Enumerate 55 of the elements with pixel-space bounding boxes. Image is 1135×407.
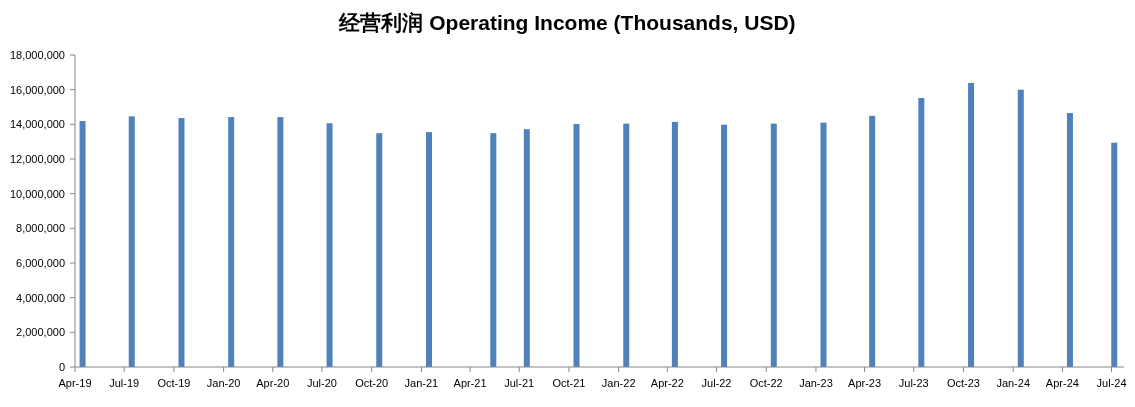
y-tick-label: 8,000,000 [16, 222, 65, 235]
bar [671, 121, 678, 367]
bar [623, 123, 630, 367]
x-tick-label: Jul-19 [109, 377, 140, 389]
bar [228, 117, 235, 367]
bar [573, 123, 580, 367]
y-tick-label: 18,000,000 [9, 49, 65, 61]
bar [376, 133, 383, 367]
bar [425, 132, 432, 367]
x-tick-label: Oct-22 [749, 377, 783, 389]
bar [178, 118, 185, 367]
x-tick-label: Oct-23 [946, 377, 980, 389]
x-tick-label: Jan-20 [206, 377, 241, 389]
y-tick-label: 14,000,000 [9, 118, 65, 131]
x-tick-label: Jul-20 [307, 377, 337, 389]
bar [523, 129, 530, 367]
bar [128, 116, 135, 367]
y-tick-label: 0 [58, 361, 65, 373]
x-tick-label: Oct-20 [355, 377, 389, 389]
x-tick-label: Jul-21 [504, 377, 535, 389]
bar [820, 122, 827, 367]
y-tick-label: 2,000,000 [16, 326, 65, 339]
bar [277, 117, 284, 367]
x-tick-label: Jan-21 [404, 377, 439, 389]
x-tick-label: Jan-24 [996, 377, 1031, 389]
x-tick-label: Jul-24 [1096, 377, 1127, 389]
x-tick-label: Jul-23 [898, 377, 929, 389]
bar [79, 121, 86, 367]
bar [326, 123, 333, 367]
x-tick-label: Apr-19 [58, 377, 92, 389]
chart-title: 经营利润 Operating Income (Thousands, USD) [338, 11, 796, 34]
bar [1111, 142, 1118, 367]
y-tick-label: 12,000,000 [9, 153, 65, 165]
bar [918, 97, 925, 367]
x-tick-label: Jul-22 [701, 377, 732, 389]
bar [869, 115, 876, 367]
x-tick-label: Apr-20 [256, 377, 290, 389]
bar [721, 124, 728, 367]
bar [490, 133, 497, 367]
y-tick-label: 10,000,000 [9, 187, 65, 200]
x-tick-label: Apr-22 [650, 377, 684, 389]
x-tick-label: Apr-24 [1045, 377, 1079, 389]
x-tick-label: Jan-23 [799, 377, 833, 389]
y-tick-label: 16,000,000 [9, 83, 65, 96]
bar [1017, 89, 1024, 367]
bar [1066, 113, 1073, 367]
x-tick-label: Apr-23 [848, 377, 882, 389]
y-tick-label: 6,000,000 [16, 257, 65, 269]
x-tick-label: Oct-21 [552, 377, 586, 389]
y-tick-label: 4,000,000 [16, 291, 65, 304]
bar [770, 123, 777, 367]
x-tick-label: Apr-21 [453, 377, 487, 389]
x-tick-label: Oct-19 [157, 377, 191, 389]
bar [968, 82, 975, 367]
x-tick-label: Jan-22 [601, 377, 636, 389]
